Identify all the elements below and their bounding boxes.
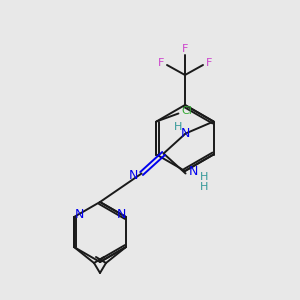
Text: Cl: Cl (181, 106, 192, 116)
Text: F: F (182, 44, 188, 54)
Text: H: H (200, 172, 208, 182)
Text: N: N (74, 208, 84, 221)
Text: N: N (189, 165, 198, 178)
Text: N: N (116, 208, 126, 221)
Text: H: H (173, 122, 182, 131)
Text: N: N (181, 127, 190, 140)
Text: F: F (206, 58, 212, 68)
Text: N: N (129, 169, 138, 182)
Text: H: H (200, 182, 208, 191)
Text: F: F (158, 58, 164, 68)
